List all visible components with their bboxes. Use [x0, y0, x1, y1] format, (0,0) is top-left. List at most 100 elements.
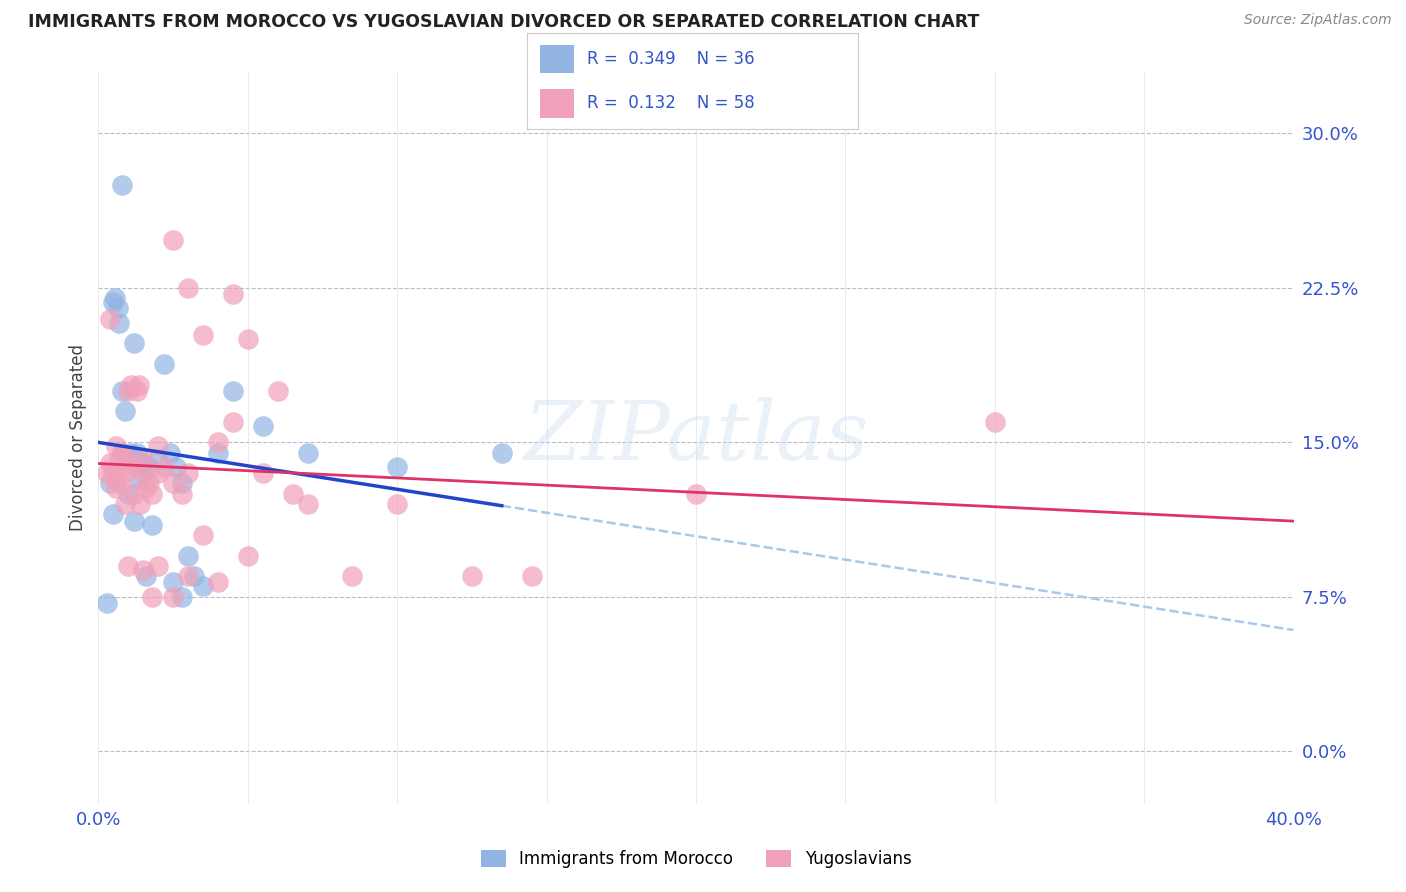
Point	[141, 517, 163, 532]
Bar	[540, 45, 574, 73]
Point	[132, 451, 155, 466]
Point	[111, 445, 134, 459]
Point	[132, 563, 155, 577]
Point	[191, 579, 214, 593]
Point	[114, 466, 136, 480]
Point	[267, 384, 290, 398]
Point	[148, 466, 170, 480]
Point	[141, 487, 163, 501]
Text: R =  0.349    N = 36: R = 0.349 N = 36	[586, 50, 755, 68]
Point	[177, 549, 200, 563]
Point	[107, 301, 129, 316]
Point	[135, 569, 157, 583]
Point	[207, 435, 229, 450]
Point	[148, 558, 170, 573]
Point	[297, 445, 319, 459]
Text: Source: ZipAtlas.com: Source: ZipAtlas.com	[1244, 13, 1392, 28]
Text: R =  0.132    N = 58: R = 0.132 N = 58	[586, 95, 755, 112]
Point	[162, 476, 184, 491]
Point	[172, 487, 194, 501]
Bar	[540, 89, 574, 118]
Point	[162, 233, 184, 247]
Point	[129, 472, 152, 486]
Point	[96, 596, 118, 610]
Point	[103, 295, 125, 310]
Point	[172, 590, 194, 604]
Point	[165, 459, 187, 474]
Point	[127, 384, 149, 398]
Point	[104, 472, 127, 486]
Point	[177, 281, 200, 295]
Text: ZIPatlas: ZIPatlas	[523, 397, 869, 477]
Point	[105, 481, 128, 495]
Point	[183, 569, 205, 583]
Point	[281, 487, 304, 501]
Point	[159, 445, 181, 459]
Point	[114, 404, 136, 418]
Point	[124, 514, 146, 528]
Point	[120, 445, 142, 459]
Point	[461, 569, 484, 583]
Point	[236, 549, 259, 563]
Point	[385, 459, 409, 474]
Point	[222, 415, 245, 429]
Point	[138, 459, 160, 474]
Point	[108, 451, 131, 466]
Point	[162, 575, 184, 590]
Point	[177, 569, 200, 583]
Point	[385, 497, 409, 511]
Point	[100, 311, 122, 326]
Point	[236, 332, 259, 346]
Point	[103, 508, 125, 522]
Point	[114, 497, 136, 511]
Point	[96, 466, 118, 480]
Point	[117, 456, 139, 470]
Point	[117, 487, 139, 501]
Point	[207, 575, 229, 590]
Point	[100, 476, 122, 491]
Point	[297, 497, 319, 511]
Legend: Immigrants from Morocco, Yugoslavians: Immigrants from Morocco, Yugoslavians	[474, 844, 918, 875]
Point	[162, 590, 184, 604]
Point	[222, 384, 245, 398]
Point	[520, 569, 543, 583]
Y-axis label: Divorced or Separated: Divorced or Separated	[69, 343, 87, 531]
Point	[124, 336, 146, 351]
Point	[207, 445, 229, 459]
Point	[104, 291, 127, 305]
Point	[111, 178, 134, 192]
Point	[252, 466, 274, 480]
Point	[252, 418, 274, 433]
Point	[685, 487, 707, 501]
Point	[127, 445, 149, 459]
Text: IMMIGRANTS FROM MOROCCO VS YUGOSLAVIAN DIVORCED OR SEPARATED CORRELATION CHART: IMMIGRANTS FROM MOROCCO VS YUGOSLAVIAN D…	[28, 13, 980, 31]
Point	[141, 590, 163, 604]
Point	[124, 487, 146, 501]
Point	[120, 377, 142, 392]
Point	[132, 456, 155, 470]
Point	[191, 328, 214, 343]
Point	[342, 569, 364, 583]
Point	[172, 476, 194, 491]
Point	[984, 415, 1007, 429]
Point	[117, 558, 139, 573]
Point	[153, 459, 176, 474]
Point	[110, 476, 132, 491]
Point	[111, 445, 134, 459]
Point	[124, 459, 146, 474]
Point	[222, 286, 245, 301]
Point	[135, 481, 157, 495]
Point	[111, 384, 134, 398]
Point	[103, 466, 125, 480]
Point	[132, 466, 155, 480]
Point	[491, 445, 513, 459]
Point	[191, 528, 214, 542]
Point	[117, 384, 139, 398]
Point	[105, 439, 128, 453]
Point	[148, 439, 170, 453]
Point	[148, 451, 170, 466]
Point	[138, 476, 160, 491]
Point	[129, 497, 152, 511]
Point	[177, 466, 200, 480]
Point	[108, 316, 131, 330]
